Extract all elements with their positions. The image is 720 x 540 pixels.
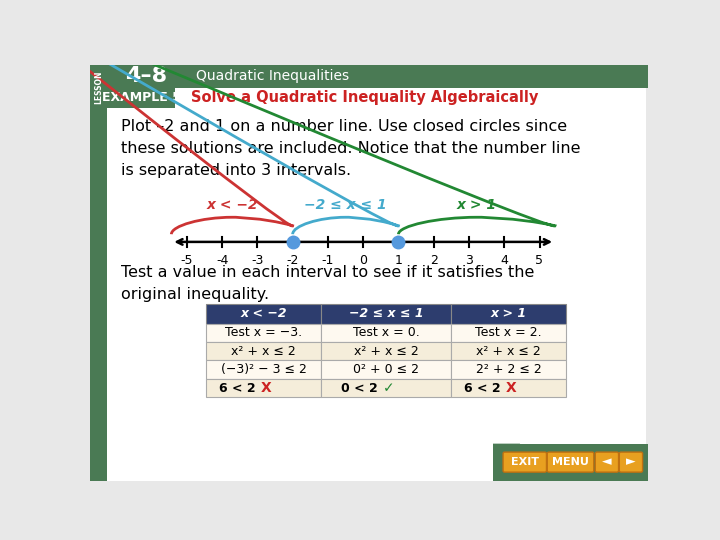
Text: x < −2: x < −2 — [206, 198, 258, 212]
Bar — [206, 361, 321, 379]
Text: x² + x ≤ 2: x² + x ≤ 2 — [231, 345, 296, 357]
Text: 5: 5 — [536, 254, 544, 267]
Bar — [451, 379, 566, 397]
Text: Quadratic Inequalities: Quadratic Inequalities — [196, 69, 349, 83]
Bar — [206, 323, 321, 342]
FancyBboxPatch shape — [595, 452, 618, 472]
Text: 1: 1 — [395, 254, 402, 267]
Text: 4–8: 4–8 — [125, 66, 167, 86]
Text: (−3)² − 3 ≤ 2: (−3)² − 3 ≤ 2 — [220, 363, 307, 376]
Polygon shape — [493, 444, 520, 481]
Text: -3: -3 — [251, 254, 264, 267]
Text: MENU: MENU — [552, 457, 589, 467]
Bar — [321, 303, 451, 323]
Bar — [321, 323, 451, 342]
Text: Test x = 2.: Test x = 2. — [475, 326, 542, 339]
Text: Test x = 0.: Test x = 0. — [353, 326, 420, 339]
Text: -1: -1 — [322, 254, 334, 267]
Text: -2: -2 — [287, 254, 299, 267]
Text: x < −2: x < −2 — [240, 307, 287, 320]
Text: x² + x ≤ 2: x² + x ≤ 2 — [476, 345, 541, 357]
Text: 2² + 2 ≤ 2: 2² + 2 ≤ 2 — [476, 363, 541, 376]
Text: −2 ≤ x ≤ 1: −2 ≤ x ≤ 1 — [348, 307, 423, 320]
Bar — [321, 379, 451, 397]
Bar — [206, 303, 321, 323]
Text: Plot –2 and 1 on a number line. Use closed circles since
these solutions are inc: Plot –2 and 1 on a number line. Use clos… — [121, 119, 580, 178]
Text: Solve a Quadratic Inequality Algebraically: Solve a Quadratic Inequality Algebraical… — [191, 90, 538, 105]
Text: ✓: ✓ — [383, 381, 395, 395]
Text: 0 < 2: 0 < 2 — [341, 382, 382, 395]
Text: EXAMPLE 5: EXAMPLE 5 — [102, 91, 181, 104]
Text: Test a value in each interval to see if it satisfies the
original inequality.: Test a value in each interval to see if … — [121, 265, 534, 302]
Text: -4: -4 — [216, 254, 228, 267]
Text: ►: ► — [626, 456, 636, 469]
Bar — [451, 303, 566, 323]
FancyBboxPatch shape — [547, 452, 594, 472]
Bar — [206, 342, 321, 361]
Bar — [206, 379, 321, 397]
Text: EXIT: EXIT — [510, 457, 539, 467]
Text: X: X — [261, 381, 271, 395]
Text: −2 ≤ x ≤ 1: −2 ≤ x ≤ 1 — [305, 198, 387, 212]
Text: x² + x ≤ 2: x² + x ≤ 2 — [354, 345, 418, 357]
Text: LESSON: LESSON — [94, 71, 103, 104]
Bar — [107, 65, 648, 88]
Text: 2: 2 — [430, 254, 438, 267]
Bar — [493, 444, 648, 481]
Text: 6 < 2: 6 < 2 — [219, 382, 260, 395]
Bar — [451, 342, 566, 361]
Bar — [90, 65, 107, 481]
Text: Test x = −3.: Test x = −3. — [225, 326, 302, 339]
Bar — [90, 444, 648, 481]
Text: 0: 0 — [359, 254, 367, 267]
Bar — [107, 88, 175, 108]
FancyBboxPatch shape — [503, 452, 546, 472]
Text: x > 1: x > 1 — [456, 198, 497, 212]
Text: ◄: ◄ — [602, 456, 612, 469]
Bar — [321, 342, 451, 361]
Bar — [451, 361, 566, 379]
Text: 4: 4 — [500, 254, 508, 267]
Text: -5: -5 — [181, 254, 193, 267]
Text: 0² + 0 ≤ 2: 0² + 0 ≤ 2 — [353, 363, 419, 376]
Bar — [451, 323, 566, 342]
Bar — [321, 361, 451, 379]
Text: 6 < 2: 6 < 2 — [464, 382, 505, 395]
Text: x > 1: x > 1 — [490, 307, 526, 320]
FancyBboxPatch shape — [619, 452, 642, 472]
Text: 3: 3 — [465, 254, 473, 267]
Text: X: X — [505, 381, 516, 395]
Polygon shape — [175, 88, 186, 108]
